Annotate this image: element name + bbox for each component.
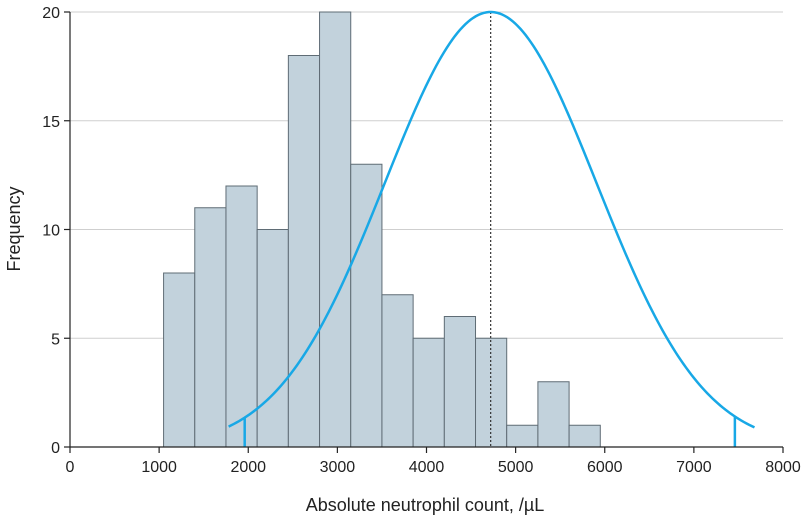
x-tick-label-8000: 8000: [765, 459, 801, 476]
histogram-bar-5: [287, 55, 321, 448]
histogram-bar-12: [506, 424, 539, 448]
x-tick-label-5000: 5000: [498, 459, 534, 476]
histogram-bar-7: [350, 163, 383, 448]
histogram-bar-14: [568, 424, 601, 448]
histogram-bar-9: [412, 337, 445, 448]
y-tick-label-0: 0: [51, 440, 60, 457]
x-axis-title: Absolute neutrophil count, /µL: [306, 495, 545, 515]
histogram-bar-6: [319, 11, 352, 448]
histogram-bar-10: [443, 316, 477, 448]
histogram-bar-2: [194, 207, 227, 448]
x-tick-label-1000: 1000: [141, 459, 177, 476]
y-tick-label-10: 10: [42, 223, 60, 240]
x-tick-label-4000: 4000: [409, 459, 445, 476]
x-tick-label-3000: 3000: [320, 459, 356, 476]
normal-curve-group: [228, 10, 756, 447]
histogram-bar-1: [163, 272, 196, 448]
y-tick-label-5: 5: [51, 331, 60, 348]
y-axis-title: Frequency: [4, 186, 24, 271]
normal-curve: [228, 10, 756, 429]
x-tick-label-0: 0: [66, 459, 75, 476]
histogram-bar-13: [537, 381, 570, 448]
axes: [64, 11, 784, 453]
histogram-bars: [163, 11, 601, 448]
x-tick-label-2000: 2000: [230, 459, 266, 476]
histogram-bar-3: [225, 185, 258, 448]
x-tick-label-6000: 6000: [587, 459, 623, 476]
x-tick-label-7000: 7000: [676, 459, 712, 476]
tick-labels: 0 1000 2000 3000 4000 5000 6000 7000 8000 0 5 10 15 2…: [42, 5, 801, 476]
histogram-bar-4: [256, 229, 289, 448]
y-tick-label-15: 15: [42, 114, 60, 131]
histogram-bar-8: [381, 294, 414, 448]
y-tick-label-20: 20: [42, 5, 60, 22]
